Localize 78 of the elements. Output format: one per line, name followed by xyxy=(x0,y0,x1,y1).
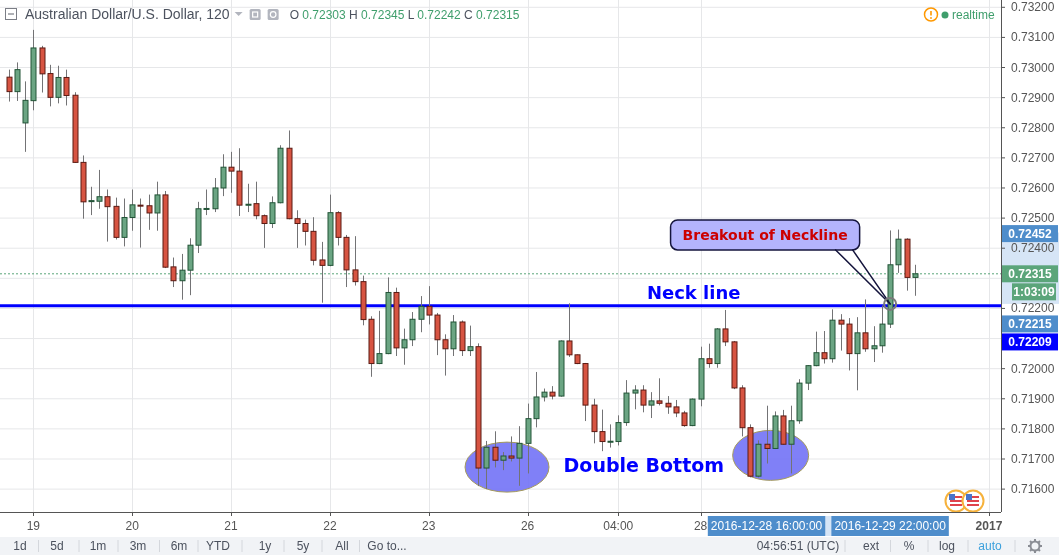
y-tick-label: 0.72500 xyxy=(1011,211,1055,226)
text: 5y xyxy=(296,539,310,553)
text: log xyxy=(938,539,956,553)
candlestick xyxy=(154,181,161,232)
text: 5d xyxy=(50,539,64,553)
candlestick xyxy=(764,405,771,465)
candlestick xyxy=(14,61,21,102)
candlestick xyxy=(912,264,919,297)
text: ext xyxy=(862,539,880,553)
candlestick xyxy=(492,430,499,468)
x-tick-label: 19 xyxy=(26,519,41,533)
candlestick xyxy=(104,188,111,243)
text: 1d xyxy=(13,539,27,553)
candlestick xyxy=(722,309,729,347)
candlestick xyxy=(821,330,828,365)
candlestick xyxy=(376,310,383,365)
x-tick-label: 23 xyxy=(422,519,436,533)
y-tick-label: 0.72452 xyxy=(1008,226,1053,241)
candlestick xyxy=(854,316,861,391)
y-tick-label: 0.73200 xyxy=(1011,0,1055,15)
y-tick-label: 0.72900 xyxy=(1011,90,1055,105)
y-tick-label: 0.72200 xyxy=(1011,301,1055,316)
text: 0.72209 xyxy=(1008,334,1053,349)
y-tick-label: 0.72600 xyxy=(1011,180,1055,195)
ref-line-label: Neck line xyxy=(646,281,741,303)
candlestick xyxy=(483,440,490,490)
y-tick-label: 0.71900 xyxy=(1011,391,1055,406)
y-tick-label: 0.72315 xyxy=(1008,266,1053,281)
y-tick-label: 0.72400 xyxy=(1011,241,1055,256)
y-tick-label: 0.72000 xyxy=(1011,361,1055,376)
y-tick-label: 0.71700 xyxy=(1011,452,1055,466)
candlestick xyxy=(656,377,663,406)
candlestick xyxy=(632,384,639,410)
text: All xyxy=(335,539,349,553)
x-tick-label: 28 xyxy=(693,519,708,533)
text: 1m xyxy=(89,539,107,553)
y-tick-label: 0.73000 xyxy=(1011,60,1055,75)
candlestick xyxy=(862,298,869,353)
candlestick xyxy=(55,65,62,104)
candlestick xyxy=(467,325,474,357)
x-tick-label: 26 xyxy=(520,519,535,533)
text: 04:56:51 (UTC) xyxy=(756,539,840,553)
text: 6m xyxy=(170,539,188,553)
y-tick-label: 0.72700 xyxy=(1011,150,1055,165)
candlestick xyxy=(6,69,13,103)
annotation: Double Bottom xyxy=(563,454,725,477)
text: 3m xyxy=(129,539,147,553)
candlestick xyxy=(640,384,647,413)
x-tick-label: 20 xyxy=(125,519,140,533)
text: % xyxy=(903,539,915,553)
y-tick-label: 0.71600 xyxy=(1011,482,1055,497)
annotation: realtime xyxy=(952,8,996,22)
annotation: Breakout of Neckline xyxy=(682,226,848,243)
candlestick xyxy=(516,425,523,487)
candlestick xyxy=(706,343,713,369)
candlestick xyxy=(137,198,144,249)
y-tick-label: 0.71800 xyxy=(1011,421,1055,436)
x-tick-label: 22 xyxy=(323,519,337,533)
candlestick xyxy=(319,241,326,304)
text: YTD xyxy=(206,539,231,553)
candlestick xyxy=(500,451,507,471)
candlestick xyxy=(146,194,153,231)
chart-title: Australian Dollar/U.S. Dollar, 120 xyxy=(25,6,230,22)
x-tick-label: 2017 xyxy=(975,519,1003,533)
chart-subtitle: O 0.72303 H 0.72345 L 0.72242 C 0.72315 xyxy=(289,8,520,22)
text: Go to... xyxy=(367,539,407,553)
candlestick xyxy=(508,435,515,462)
text: auto xyxy=(978,539,1002,553)
x-tick-label: 21 xyxy=(224,519,239,533)
candlestick xyxy=(418,295,425,333)
y-tick-label: 0.72800 xyxy=(1011,120,1055,135)
candlestick xyxy=(648,391,655,419)
x-tick-label: 04:00 xyxy=(603,519,634,533)
candlestick xyxy=(245,183,252,213)
y-tick-label: 0.73100 xyxy=(1011,30,1055,45)
candlestick xyxy=(63,69,70,106)
text: 0.72215 xyxy=(1008,316,1053,331)
text: 1y xyxy=(258,539,272,553)
